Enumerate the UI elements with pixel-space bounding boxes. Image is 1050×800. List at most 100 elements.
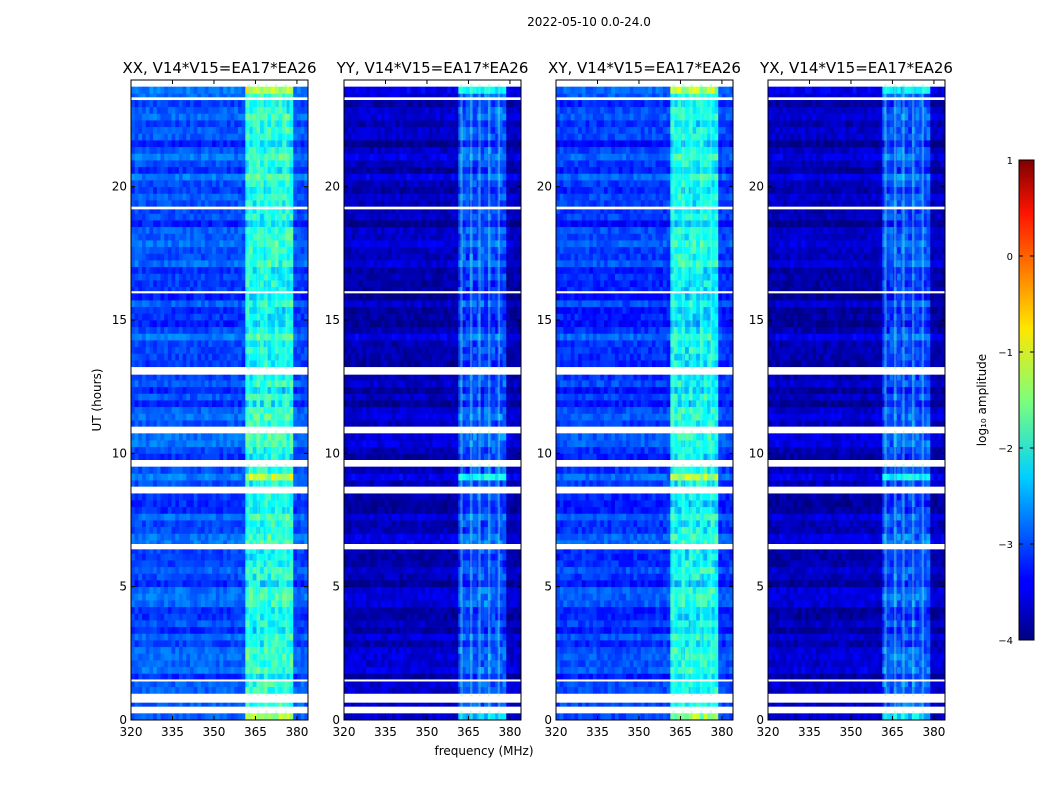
heat-cell xyxy=(156,700,161,708)
heat-cell xyxy=(230,380,235,388)
heat-cell xyxy=(186,513,191,521)
heat-cell xyxy=(252,293,257,301)
heat-cell xyxy=(304,533,309,541)
heat-cell xyxy=(134,533,139,541)
heat-cell xyxy=(204,506,209,514)
heat-cell xyxy=(237,273,243,281)
heat-cell xyxy=(164,93,169,101)
heat-cell xyxy=(204,146,209,154)
heat-cell xyxy=(278,326,283,334)
heat-cell xyxy=(296,140,302,148)
heat-cell xyxy=(237,386,243,394)
heat-cell xyxy=(465,700,470,708)
heat-cell xyxy=(293,600,298,608)
heat-cell xyxy=(260,433,265,441)
heat-cell xyxy=(219,413,224,421)
heat-cell xyxy=(285,246,290,254)
heat-cell xyxy=(212,560,217,568)
heat-cell xyxy=(212,420,217,428)
heat-cell xyxy=(355,686,360,694)
heat-cell xyxy=(142,180,147,188)
heat-cell xyxy=(156,466,161,474)
heat-cell xyxy=(145,573,150,581)
heat-cell xyxy=(267,620,272,628)
heat-cell xyxy=(201,360,206,368)
heat-cell xyxy=(142,373,147,381)
rfi-channel-stripe xyxy=(247,80,250,720)
heat-cell xyxy=(278,406,283,414)
heat-cell xyxy=(215,213,220,221)
heat-cell xyxy=(293,253,298,261)
heat-cell xyxy=(138,540,143,548)
heat-cell xyxy=(153,573,158,581)
heat-cell xyxy=(149,240,154,248)
heat-cell xyxy=(241,400,246,408)
heat-cell xyxy=(178,153,184,161)
heat-cell xyxy=(241,413,246,421)
heat-cell xyxy=(274,146,279,154)
heat-cell xyxy=(237,100,243,108)
heat-cell xyxy=(197,193,202,201)
heat-cell xyxy=(289,273,294,281)
heat-cell xyxy=(241,386,246,394)
heat-cell xyxy=(197,673,202,681)
heat-cell xyxy=(278,633,283,641)
heat-cell xyxy=(171,93,176,101)
heat-cell xyxy=(458,613,463,621)
heat-cell xyxy=(487,646,492,654)
heat-cell xyxy=(282,686,287,694)
heat-cell xyxy=(399,673,404,681)
heat-cell xyxy=(293,413,298,421)
heat-cell xyxy=(223,373,228,381)
heat-cell xyxy=(274,420,279,428)
heat-cell xyxy=(160,680,165,688)
heat-cell xyxy=(252,220,257,228)
heat-cell xyxy=(293,193,298,201)
heat-cell xyxy=(134,686,139,694)
heat-cell xyxy=(282,433,287,441)
heat-cell xyxy=(491,620,496,628)
heat-cell xyxy=(293,680,298,688)
heat-cell xyxy=(160,520,165,528)
heat-cell xyxy=(491,626,496,634)
heat-cell xyxy=(153,546,158,554)
heat-cell xyxy=(263,326,268,334)
heat-cell xyxy=(131,466,136,474)
heat-cell xyxy=(204,433,209,441)
heat-cell xyxy=(296,640,302,648)
heat-cell xyxy=(219,646,224,654)
heat-cell xyxy=(178,473,184,481)
heat-cell xyxy=(260,253,265,261)
heat-cell xyxy=(256,173,261,181)
heat-cell xyxy=(186,440,191,448)
heat-cell xyxy=(491,666,496,674)
heat-cell xyxy=(156,626,161,634)
heat-cell xyxy=(513,640,518,648)
heat-cell xyxy=(142,566,147,574)
heat-cell xyxy=(439,680,444,688)
heat-cell xyxy=(263,320,268,328)
heat-cell xyxy=(182,400,187,408)
heat-cell xyxy=(495,620,500,628)
heat-cell xyxy=(215,220,220,228)
heat-cell xyxy=(182,346,187,354)
heat-cell xyxy=(384,626,389,634)
heat-cell xyxy=(256,113,261,121)
heat-cell xyxy=(149,100,154,108)
heat-cell xyxy=(208,340,213,348)
heat-cell xyxy=(436,700,441,708)
heat-cell xyxy=(285,480,290,488)
heat-cell xyxy=(260,280,265,288)
heat-cell xyxy=(362,646,367,654)
heat-cell xyxy=(156,433,161,441)
heat-cell xyxy=(234,286,239,294)
heat-cell xyxy=(186,700,191,708)
heat-cell xyxy=(355,640,360,648)
heat-cell xyxy=(204,260,209,268)
heat-cell xyxy=(171,213,176,221)
heat-cell xyxy=(293,400,298,408)
heat-cell xyxy=(458,700,463,708)
heat-cell xyxy=(443,666,448,674)
heat-cell xyxy=(271,146,276,154)
